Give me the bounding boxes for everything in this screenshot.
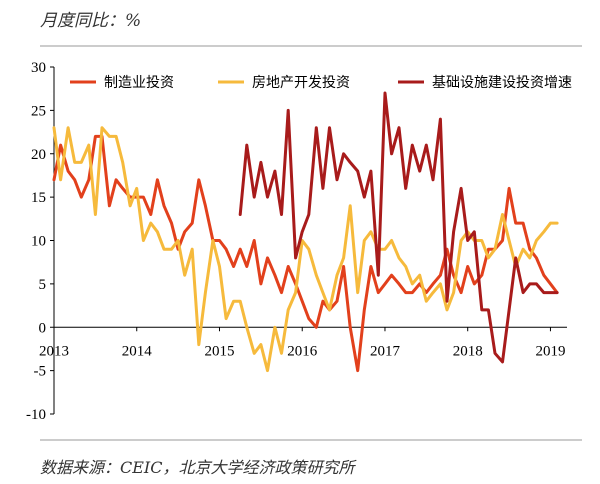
source-note: 数据来源：CEIC，北京大学经济政策研究所 <box>40 458 355 477</box>
y-tick-label: 5 <box>39 277 47 293</box>
x-tick-label: 2017 <box>370 343 401 359</box>
x-tick-label: 2013 <box>39 343 69 359</box>
x-tick-label: 2014 <box>122 343 153 359</box>
y-tick-label: 20 <box>31 147 46 163</box>
y-tick-label: 30 <box>31 60 46 76</box>
y-tick-label: -10 <box>26 407 46 423</box>
series-lines <box>52 91 559 373</box>
x-tick-label: 2016 <box>287 343 318 359</box>
legend-label-1: 制造业投资 <box>104 75 174 91</box>
y-tick-label: 15 <box>31 190 46 206</box>
y-tick-label: 10 <box>31 234 46 250</box>
series-line-2 <box>52 126 559 373</box>
y-tick-label: 0 <box>39 320 47 336</box>
x-tick-label: 2018 <box>453 343 483 359</box>
legend-label-2: 房地产开发投资 <box>252 75 350 91</box>
unit-label: 月度同比：% <box>40 11 142 31</box>
y-tick-label: -5 <box>34 364 47 380</box>
series-line-3 <box>238 91 559 364</box>
legend: 制造业投资 房地产开发投资 基础设施建设投资增速 <box>70 74 572 91</box>
y-tick-label: 25 <box>31 103 46 119</box>
legend-label-3: 基础设施建设投资增速 <box>432 74 572 91</box>
x-tick-label: 2019 <box>535 343 565 359</box>
series-line-1 <box>52 134 559 373</box>
x-tick-label: 2015 <box>204 343 234 359</box>
